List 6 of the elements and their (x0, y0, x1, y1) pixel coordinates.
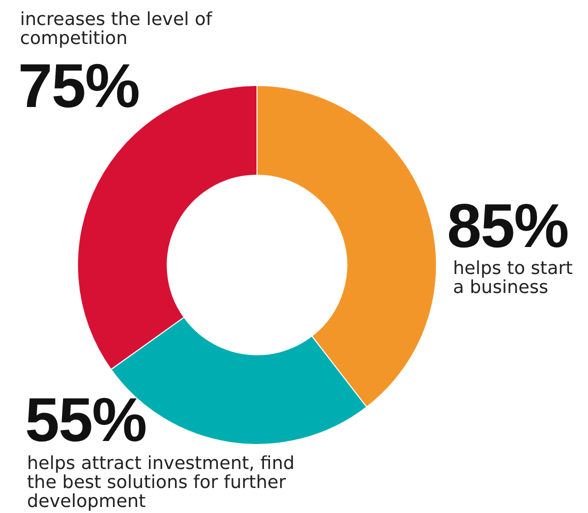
data-label: 75% (18, 52, 140, 121)
data-label: 85% (447, 192, 568, 261)
data-label: 55% (25, 386, 146, 455)
slice-label: helps to start a business (453, 258, 574, 298)
slice-label: helps attract investment, find the best solutions for further development (27, 453, 296, 512)
slice-label: increases the level of competition (20, 9, 214, 49)
